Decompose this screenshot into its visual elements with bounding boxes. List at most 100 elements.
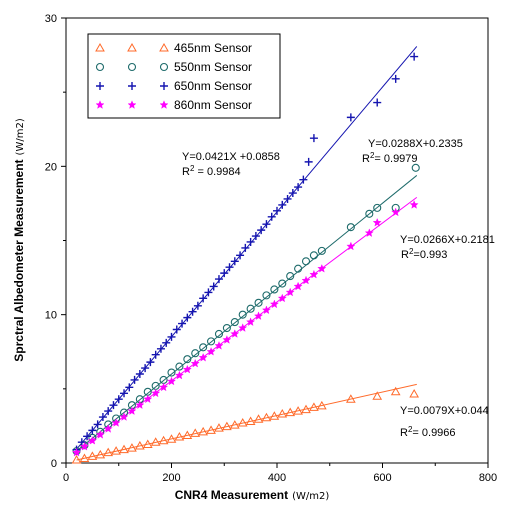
x-axis-label: CNR4 Measurement bbox=[175, 488, 288, 502]
legend-marker bbox=[159, 100, 169, 109]
r2-text-550: R2= 0.9979 bbox=[362, 151, 418, 165]
data-point bbox=[146, 358, 155, 367]
data-point bbox=[230, 329, 240, 338]
data-point bbox=[293, 406, 303, 415]
legend-label: 860nm Sensor bbox=[174, 98, 252, 112]
data-point bbox=[150, 437, 161, 446]
data-point bbox=[236, 251, 245, 260]
data-point bbox=[182, 364, 192, 374]
r2-value-550: 0.9979 bbox=[384, 153, 418, 165]
data-point bbox=[162, 338, 171, 347]
data-point bbox=[304, 157, 313, 166]
data-point bbox=[111, 418, 121, 427]
data-point bbox=[93, 420, 102, 429]
data-point bbox=[222, 323, 231, 333]
legend-items: 465nm Sensor 550nm Sensor 650nm Sensor 860n… bbox=[95, 41, 252, 112]
data-point bbox=[229, 420, 240, 429]
data-point bbox=[191, 349, 200, 358]
axes: 0 200 400 600 800 0 10 20 30 bbox=[45, 13, 497, 484]
data-point bbox=[409, 200, 419, 209]
data-point bbox=[222, 421, 232, 431]
data-point bbox=[267, 212, 276, 221]
data-point bbox=[198, 352, 208, 362]
data-point bbox=[199, 343, 208, 352]
legend-label: 650nm Sensor bbox=[174, 79, 252, 93]
y-axis-title: Sprctral Albedometer Measurement (W/m2) bbox=[12, 118, 26, 362]
data-point bbox=[87, 436, 97, 445]
data-point bbox=[103, 447, 114, 457]
y-tick-label: 0 bbox=[51, 458, 57, 470]
data-point bbox=[261, 412, 272, 422]
data-point bbox=[294, 183, 303, 192]
x-axis-unit: (W/m2) bbox=[292, 491, 329, 502]
data-point bbox=[83, 432, 92, 441]
data-point bbox=[285, 407, 296, 417]
legend-label: 550nm Sensor bbox=[174, 60, 252, 74]
data-point bbox=[278, 200, 287, 209]
legend-marker bbox=[159, 62, 169, 72]
data-point bbox=[373, 203, 382, 212]
data-point bbox=[225, 263, 234, 272]
data-point bbox=[172, 325, 181, 334]
data-point bbox=[87, 451, 98, 460]
data-point bbox=[119, 444, 129, 454]
data-point bbox=[103, 424, 113, 433]
data-point bbox=[151, 388, 161, 398]
y-axis-label: Sprctral Albedometer Measurement bbox=[12, 159, 26, 361]
data-point bbox=[288, 189, 297, 198]
data-point bbox=[114, 395, 123, 404]
data-point bbox=[261, 305, 271, 315]
x-tick-label: 0 bbox=[63, 472, 69, 484]
legend-label: 465nm Sensor bbox=[174, 41, 252, 55]
data-point bbox=[372, 391, 383, 400]
x-tick-label: 800 bbox=[479, 472, 497, 484]
data-point bbox=[409, 389, 420, 398]
data-point bbox=[286, 272, 295, 281]
data-point bbox=[209, 282, 218, 291]
data-point bbox=[270, 285, 279, 294]
data-point bbox=[125, 383, 134, 392]
data-point bbox=[159, 382, 169, 392]
data-point bbox=[151, 381, 160, 390]
data-point bbox=[188, 307, 197, 316]
data-point bbox=[345, 394, 356, 403]
r2-text-465: R2= 0.9966 bbox=[400, 425, 456, 439]
data-point bbox=[199, 294, 208, 303]
data-point bbox=[220, 269, 229, 278]
data-point bbox=[71, 455, 82, 464]
data-point bbox=[79, 441, 90, 451]
data-point bbox=[283, 194, 292, 203]
fit-line-0 bbox=[76, 383, 417, 461]
data-point bbox=[309, 269, 319, 279]
data-point bbox=[257, 226, 266, 235]
data-point bbox=[167, 332, 176, 341]
data-point bbox=[301, 404, 311, 414]
r2-text-650: R2 = 0.9984 bbox=[182, 164, 241, 178]
data-point bbox=[151, 350, 160, 359]
data-point bbox=[134, 440, 145, 450]
data-point bbox=[198, 426, 209, 436]
y-tick-label: 10 bbox=[45, 310, 57, 322]
x-tick-label: 400 bbox=[268, 472, 286, 484]
data-point bbox=[142, 439, 153, 448]
equation-465: Y=0.0079X+0.044 R2= 0.9966 bbox=[400, 405, 489, 439]
data-point bbox=[365, 209, 374, 218]
data-point bbox=[301, 257, 311, 266]
data-point bbox=[130, 375, 139, 384]
data-point bbox=[269, 411, 280, 420]
data-point bbox=[119, 412, 129, 421]
legend-marker bbox=[95, 100, 105, 109]
data-point bbox=[285, 287, 295, 297]
data-point bbox=[175, 362, 184, 371]
data-point bbox=[120, 389, 129, 398]
equation-text-650: Y=0.0421X +0.0858 bbox=[182, 151, 280, 163]
data-point bbox=[246, 317, 256, 326]
y-tick-label: 20 bbox=[45, 161, 57, 173]
equation-650: Y=0.0421X +0.0858 R2 = 0.9984 bbox=[182, 151, 280, 178]
data-point bbox=[204, 288, 213, 297]
data-point bbox=[238, 323, 248, 332]
data-point bbox=[206, 425, 216, 434]
data-point bbox=[193, 301, 202, 310]
data-point bbox=[346, 241, 356, 251]
data-point bbox=[253, 414, 264, 423]
